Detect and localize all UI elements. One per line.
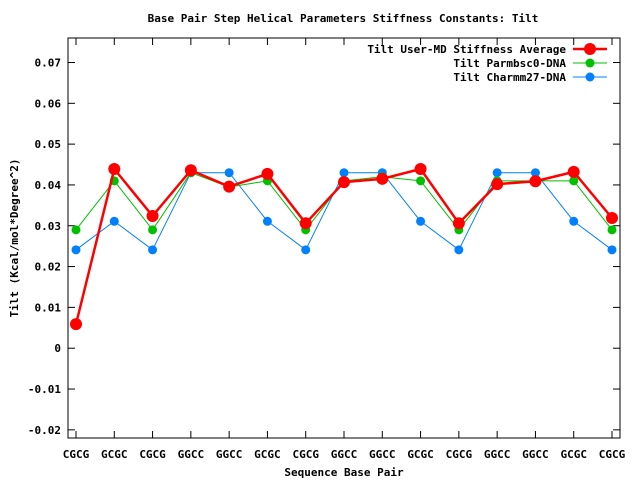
y-tick-label: 0.06 — [35, 97, 62, 110]
x-axis-title: Sequence Base Pair — [284, 466, 404, 479]
series-0 — [70, 163, 618, 331]
x-tick-label: GCGC — [407, 448, 434, 461]
data-point — [530, 168, 540, 178]
data-point — [71, 245, 81, 255]
data-point — [261, 167, 274, 180]
y-tick-label: 0.03 — [35, 220, 62, 233]
data-point — [71, 225, 81, 235]
x-tick-label: CGCG — [292, 448, 319, 461]
data-point — [301, 245, 311, 255]
data-point — [452, 217, 465, 230]
legend-label: Tilt Parmbsc0-DNA — [453, 57, 566, 70]
x-tick-label: GGCC — [331, 448, 358, 461]
y-tick-label: 0.01 — [35, 301, 62, 314]
y-tick-label: 0.02 — [35, 261, 62, 274]
data-point — [70, 318, 82, 331]
data-point — [184, 164, 197, 177]
series-layer — [70, 163, 618, 331]
x-tick-label: GCGC — [254, 448, 281, 461]
data-point — [529, 175, 542, 188]
data-point — [416, 176, 426, 186]
x-tick-label: CGCG — [599, 448, 626, 461]
data-point — [607, 245, 617, 255]
y-tick-label: -0.02 — [28, 424, 61, 437]
data-point — [299, 217, 312, 230]
x-tick-label: GCGC — [560, 448, 587, 461]
data-point — [492, 168, 502, 178]
x-tick-label: GGCC — [484, 448, 511, 461]
x-tick-label: GGCC — [522, 448, 549, 461]
data-point — [146, 209, 159, 222]
data-point — [491, 178, 504, 191]
data-point — [606, 212, 618, 224]
data-point — [569, 176, 579, 186]
data-point — [414, 163, 427, 176]
y-tick-label: 0.07 — [35, 56, 62, 69]
data-point — [607, 225, 617, 235]
legend-label: Tilt User-MD Stiffness Average — [367, 43, 566, 56]
y-tick-label: 0.05 — [35, 138, 62, 151]
data-point — [454, 245, 464, 255]
x-tick-label: GGCC — [178, 448, 205, 461]
data-point — [148, 245, 158, 255]
y-axis-title: Tilt (Kcal/mol*Degree^2) — [8, 159, 21, 318]
legend-marker — [584, 43, 596, 55]
data-point — [567, 165, 580, 178]
legend-marker — [585, 58, 595, 68]
data-point — [223, 180, 236, 193]
plot-frame — [67, 37, 621, 439]
data-point — [108, 163, 121, 176]
data-point — [569, 216, 579, 226]
data-point — [339, 168, 349, 178]
data-point — [148, 225, 158, 235]
y-axis: -0.02 -0.01 0 0.01 0.02 0.03 0.04 0.05 0.06 0.07 — [28, 56, 620, 437]
legend-label: Tilt Charmm27-DNA — [453, 71, 566, 84]
x-tick-label: GGCC — [369, 448, 396, 461]
x-tick-label: CGCG — [139, 448, 166, 461]
data-point — [416, 216, 426, 226]
data-point — [338, 176, 350, 189]
y-tick-label: 0.04 — [35, 179, 62, 192]
data-point — [224, 168, 234, 178]
x-tick-label: GCGC — [101, 448, 128, 461]
legend-marker — [585, 72, 595, 82]
data-point — [376, 172, 389, 185]
x-tick-label: GGCC — [216, 448, 243, 461]
x-axis: CGCG GCGC CGCG GGCC GGCC GCGC CGCG GGCC GGCC GCGC… — [63, 38, 626, 461]
data-point — [262, 216, 272, 226]
data-point — [109, 216, 119, 226]
y-tick-label: -0.01 — [28, 383, 61, 396]
series-line — [74, 167, 613, 325]
chart-title: Base Pair Step Helical Parameters Stiffn… — [148, 12, 539, 25]
x-tick-label: CGCG — [63, 448, 90, 461]
x-tick-label: CGCG — [446, 448, 473, 461]
y-tick-label: 0 — [54, 342, 61, 355]
